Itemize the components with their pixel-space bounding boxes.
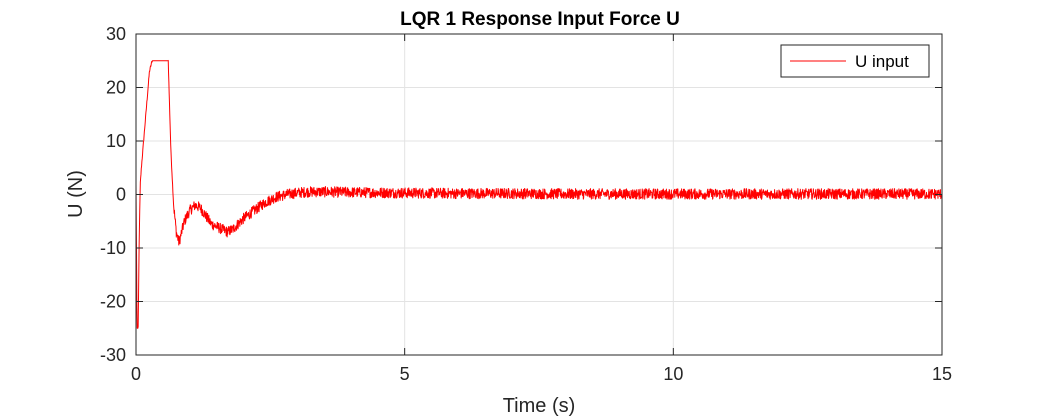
y-axis-label: U (N) [65,170,87,218]
legend: U input [780,44,930,78]
x-tick-label: 0 [131,364,141,384]
y-tick-label: -10 [100,238,126,258]
x-tick-label: 15 [932,364,952,384]
y-tick-labels: -30 -20 -10 0 10 20 30 [100,24,126,365]
tick-marks [135,33,943,356]
series-line [135,59,943,329]
y-tick-label: -30 [100,345,126,365]
y-tick-label: 30 [106,24,126,44]
legend-label: U input [855,52,909,71]
x-tick-labels: 0 5 10 15 [131,364,952,384]
chart-title: LQR 1 Response Input Force U [400,9,680,30]
y-tick-label: 20 [106,78,126,98]
y-tick-label: 10 [106,131,126,151]
y-tick-label: 0 [116,185,126,205]
x-tick-label: 5 [400,364,410,384]
y-tick-label: -20 [100,292,126,312]
x-axis-label: Time (s) [503,395,576,417]
series-layer [135,59,943,329]
x-tick-label: 10 [663,364,683,384]
